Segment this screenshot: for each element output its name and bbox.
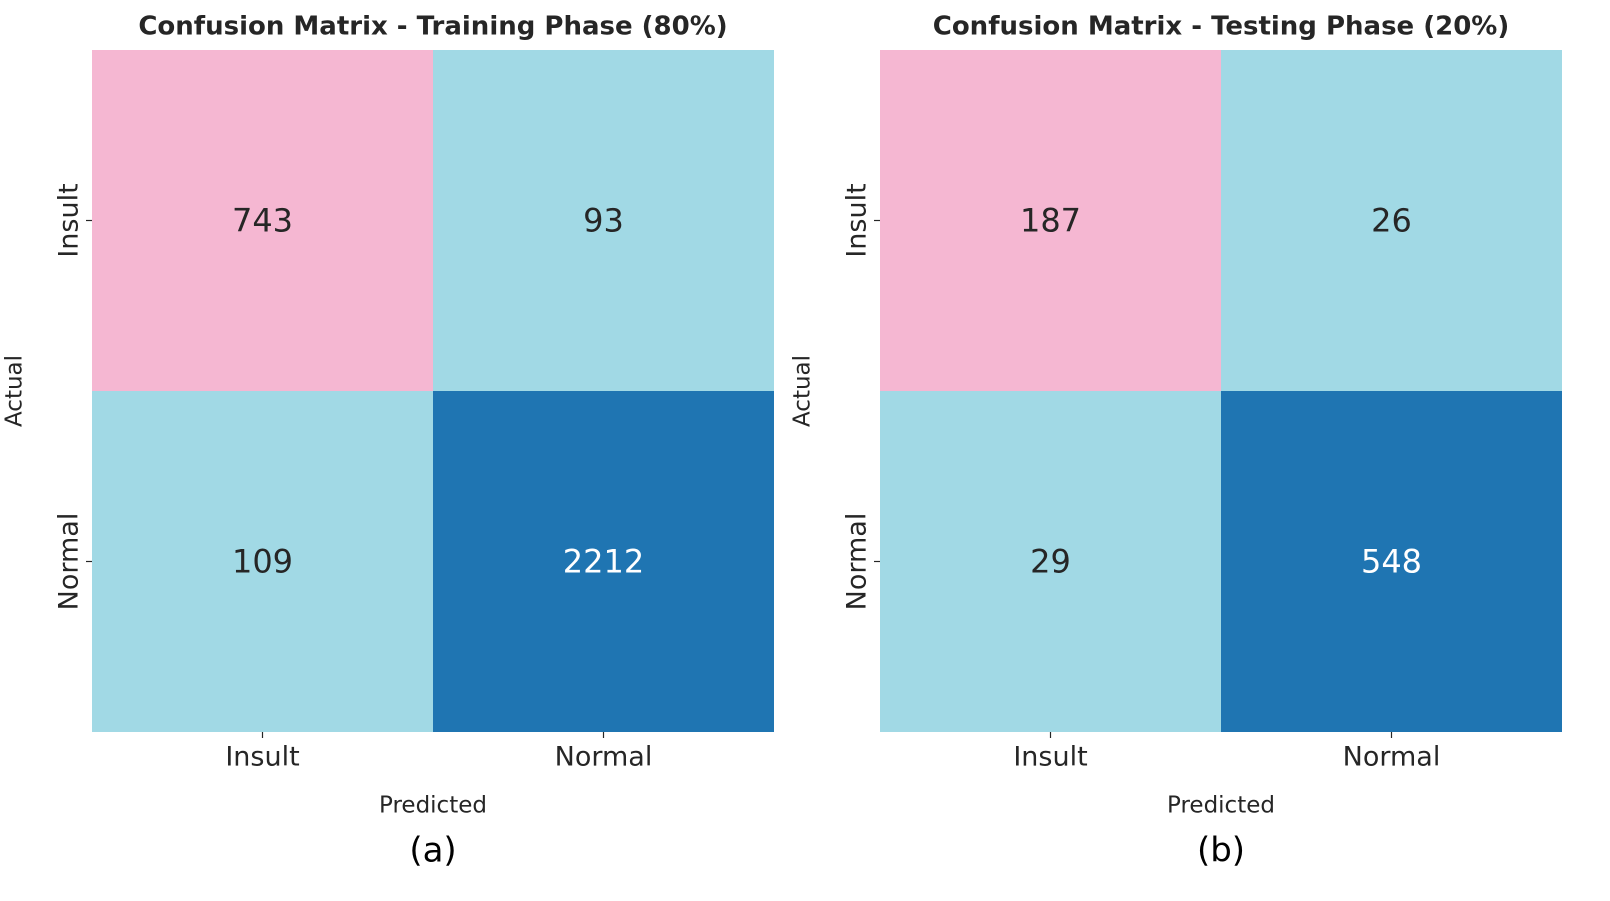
x-axis-label: Predicted: [1167, 793, 1275, 819]
chart-title: Confusion Matrix - Training Phase (80%): [138, 12, 727, 42]
y-tick-label: Normal: [842, 513, 873, 611]
y-tick-label: Insult: [842, 183, 873, 257]
heatmap-cell-r0-c0: [92, 50, 433, 391]
cell-value-label: 548: [1361, 543, 1422, 581]
chart-title: Confusion Matrix - Testing Phase (20%): [933, 12, 1510, 42]
cell-value-label: 26: [1371, 202, 1412, 240]
panel-caption: (b): [1197, 831, 1245, 871]
heatmap-cell-r1-c1: [1221, 391, 1562, 732]
cell-value-label: 109: [232, 543, 293, 581]
y-axis-label: Actual: [790, 355, 816, 427]
heatmap-panel-b: Confusion Matrix - Testing Phase (20%) 18…: [790, 12, 1562, 871]
heatmap-cell-r1-c1: [433, 391, 774, 732]
heatmap-cell-r1-c0: [92, 391, 433, 732]
x-tick-label: Insult: [1013, 742, 1087, 773]
x-axis-label: Predicted: [379, 793, 487, 819]
cell-value-label: 743: [232, 202, 293, 240]
heatmap-cell-r0-c1: [433, 50, 774, 391]
cell-value-label: 2212: [563, 543, 644, 581]
x-tick-label: Insult: [225, 742, 299, 773]
x-tick-label: Normal: [555, 742, 653, 773]
y-axis-label: Actual: [2, 355, 28, 427]
cell-value-label: 29: [1030, 543, 1071, 581]
heatmap-cell-r0-c0: [880, 50, 1221, 391]
cell-value-label: 93: [583, 202, 624, 240]
panel-caption: (a): [409, 831, 456, 871]
heatmap-cell-r1-c0: [880, 391, 1221, 732]
heatmap-panel-a: Confusion Matrix - Training Phase (80%) 7…: [2, 12, 774, 871]
y-tick-label: Insult: [54, 183, 85, 257]
x-tick-label: Normal: [1343, 742, 1441, 773]
cell-value-label: 187: [1020, 202, 1081, 240]
y-tick-label: Normal: [54, 513, 85, 611]
heatmap-cell-r0-c1: [1221, 50, 1562, 391]
